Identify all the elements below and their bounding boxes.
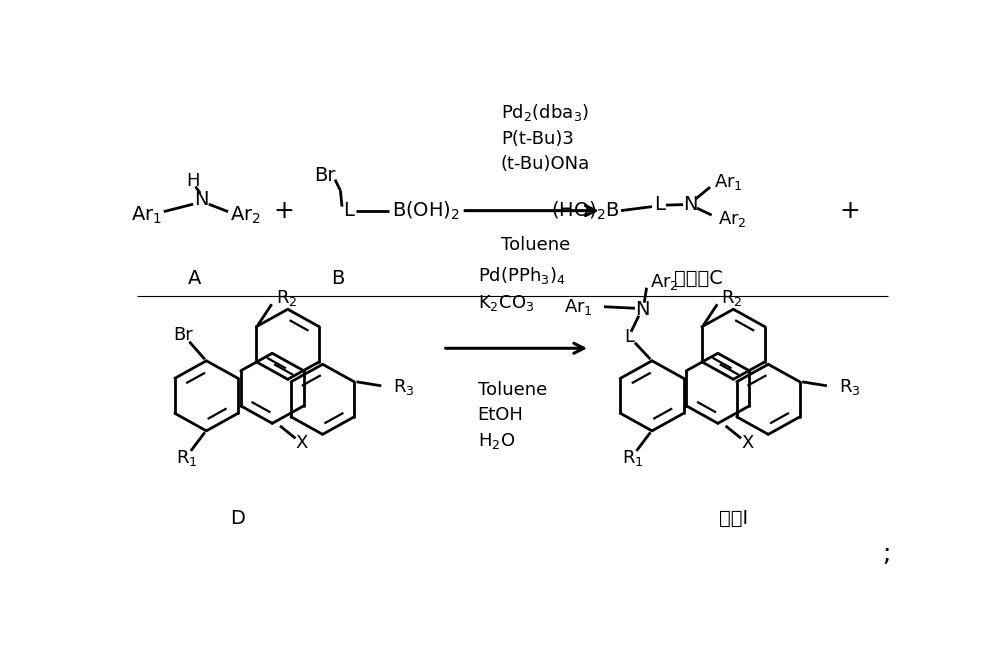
Text: Br: Br (173, 326, 193, 344)
Text: +: + (273, 199, 294, 223)
Text: B: B (331, 268, 345, 288)
Text: Br: Br (314, 166, 336, 185)
Text: X: X (296, 434, 308, 452)
Text: L: L (343, 201, 354, 220)
Text: A: A (188, 268, 201, 288)
Text: 中间体C: 中间体C (674, 268, 723, 288)
Text: Ar$_1$: Ar$_1$ (714, 172, 743, 192)
Text: +: + (839, 199, 860, 223)
Text: N: N (194, 190, 208, 209)
Text: R$_3$: R$_3$ (839, 377, 860, 396)
Text: Ar$_1$: Ar$_1$ (131, 205, 162, 226)
Text: Toluene
EtOH
H$_2$O: Toluene EtOH H$_2$O (478, 381, 547, 451)
Text: N: N (684, 194, 698, 214)
Text: D: D (230, 509, 245, 528)
Text: Ar$_2$: Ar$_2$ (230, 205, 261, 226)
Text: (HO)$_2$B: (HO)$_2$B (551, 200, 619, 222)
Text: R$_3$: R$_3$ (393, 377, 415, 396)
Text: Ar$_1$: Ar$_1$ (564, 297, 592, 317)
Text: L: L (654, 194, 665, 214)
Text: 通式I: 通式I (719, 509, 748, 528)
Text: Ar$_2$: Ar$_2$ (718, 209, 747, 229)
Text: Pd(PPh$_3$)$_4$
K$_2$CO$_3$: Pd(PPh$_3$)$_4$ K$_2$CO$_3$ (478, 265, 565, 313)
Text: X: X (741, 434, 754, 452)
Text: B(OH)$_2$: B(OH)$_2$ (392, 200, 460, 222)
Text: L: L (624, 328, 634, 346)
Text: N: N (635, 300, 650, 318)
Text: R$_2$: R$_2$ (276, 288, 297, 307)
Text: Toluene: Toluene (501, 236, 570, 254)
Text: R$_1$: R$_1$ (176, 448, 198, 469)
Text: Ar$_2$: Ar$_2$ (650, 272, 679, 292)
Text: Pd$_2$(dba$_3$)
P(t-Bu)3
(t-Bu)ONa: Pd$_2$(dba$_3$) P(t-Bu)3 (t-Bu)ONa (501, 102, 590, 173)
Text: R$_1$: R$_1$ (622, 448, 643, 469)
Text: R$_2$: R$_2$ (721, 288, 743, 307)
Text: ;: ; (882, 542, 891, 566)
Text: H: H (186, 172, 200, 190)
